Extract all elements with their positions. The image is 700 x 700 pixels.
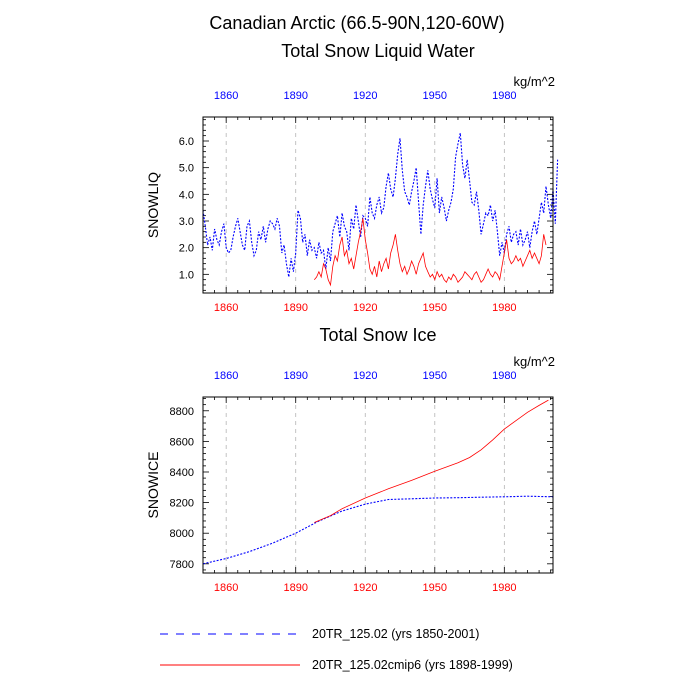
y-tick-label: 8400	[170, 467, 194, 479]
x-tick-label-top: 1950	[423, 370, 447, 382]
units-label: kg/m^2	[513, 354, 555, 369]
y-tick-label: 8800	[170, 406, 194, 418]
x-tick-label: 1950	[423, 582, 447, 594]
y-axis-label: SNOWLIQ	[145, 172, 161, 238]
x-tick-label: 1920	[353, 302, 377, 314]
x-tick-label: 1890	[283, 302, 307, 314]
y-tick-label: 8000	[170, 528, 194, 540]
x-tick-label: 1950	[423, 302, 447, 314]
panel-title: Total Snow Ice	[319, 325, 436, 345]
legend: 20TR_125.02 (yrs 1850-2001) 20TR_125.02c…	[160, 627, 513, 672]
y-tick-label: 8600	[170, 436, 194, 448]
series-line-20tr-125-02	[202, 132, 559, 278]
y-axis-label: SNOWICE	[145, 452, 161, 519]
y-tick-label: 3.0	[179, 216, 194, 228]
x-tick-label: 1860	[214, 582, 238, 594]
legend-label-series-a: 20TR_125.02 (yrs 1850-2001)	[312, 627, 479, 641]
x-tick-label-top: 1980	[492, 90, 516, 102]
series-line-20tr-125-02cmip6	[314, 399, 549, 523]
x-tick-label: 1890	[283, 582, 307, 594]
plot-frame	[202, 396, 554, 574]
panel-title: Total Snow Liquid Water	[281, 41, 474, 61]
y-tick-label: 8200	[170, 498, 194, 510]
plot-frame	[202, 116, 554, 294]
x-tick-label-top: 1860	[214, 370, 238, 382]
page-title: Canadian Arctic (66.5-90N,120-60W)	[209, 13, 504, 33]
x-tick-label-top: 1860	[214, 90, 238, 102]
y-tick-label: 6.0	[179, 136, 194, 148]
x-tick-label-top: 1920	[353, 90, 377, 102]
series-line-20tr-125-02cmip6	[313, 218, 547, 287]
x-tick-label-top: 1950	[423, 90, 447, 102]
x-tick-label: 1980	[492, 302, 516, 314]
x-tick-label: 1920	[353, 582, 377, 594]
units-label: kg/m^2	[513, 74, 555, 89]
y-tick-label: 1.0	[179, 269, 194, 281]
legend-label-series-b: 20TR_125.02cmip6 (yrs 1898-1999)	[312, 658, 513, 672]
x-tick-label: 1980	[492, 582, 516, 594]
y-tick-label: 4.0	[179, 189, 194, 201]
snowice-panel: Total Snow Ice kg/m^2 SNOWICE 1860 1860 1890 1…	[145, 325, 555, 594]
x-tick-label-top: 1920	[353, 370, 377, 382]
y-tick-label: 7800	[170, 559, 194, 571]
x-tick-label-top: 1890	[283, 370, 307, 382]
x-tick-label-top: 1890	[283, 90, 307, 102]
series-line-20tr-125-02	[202, 495, 554, 565]
y-tick-label: 5.0	[179, 163, 194, 175]
x-tick-label: 1860	[214, 302, 238, 314]
y-tick-label: 2.0	[179, 243, 194, 255]
x-tick-label-top: 1980	[492, 370, 516, 382]
snowliq-panel: Total Snow Liquid Water kg/m^2 SNOWLIQ 1860…	[145, 41, 559, 314]
